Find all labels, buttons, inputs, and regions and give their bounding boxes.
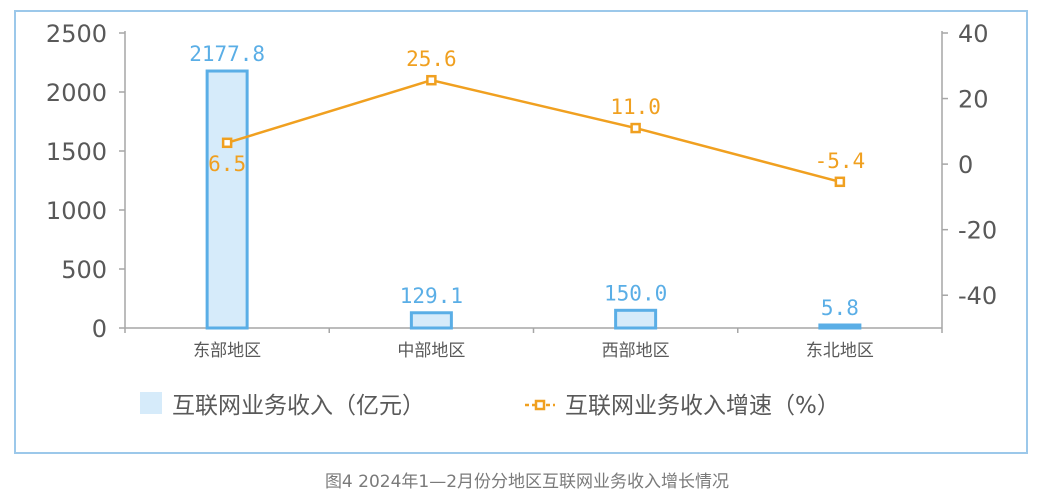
growth-line [226,78,841,184]
line-data-label: 25.6 [406,47,457,71]
x-category-label: 中部地区 [397,341,465,361]
right-tick-label: -20 [958,217,997,245]
figure-caption: 图4 2024年1—2月份分地区互联网业务收入增长情况 [324,472,730,492]
legend-bar-swatch [140,392,162,414]
x-category-label: 东北地区 [806,341,874,361]
line-data-label: -5.4 [815,149,866,173]
bar [614,308,658,330]
left-tick-label: 0 [92,315,107,343]
bar-data-label: 2177.8 [189,42,265,66]
line-point [426,74,437,86]
x-category-label: 西部地区 [602,341,670,361]
legend-bar-label: 互联网业务收入（亿元） [172,393,425,419]
legend-line-marker [534,399,546,411]
chart-frame [14,10,1028,454]
line-point [630,122,641,134]
bar-data-label: 150.0 [604,281,667,305]
bar [409,311,453,330]
line-point [221,137,233,149]
bar [205,69,249,330]
left-tick-label: 2500 [46,20,107,48]
left-tick-label: 2000 [46,79,107,107]
left-tick-label: 1500 [46,138,107,166]
left-tick-label: 500 [61,256,107,284]
bar-data-label: 129.1 [400,284,463,308]
bar [818,323,862,330]
bar-data-label: 5.8 [821,296,859,320]
chart-svg: 0 500 1000 1500 2000 2500 -40 -20 0 20 40 东部地区 中部地区 西… [46,20,997,419]
x-category-label: 东部地区 [193,341,261,361]
legend-line-label: 互联网业务收入增速（%） [565,393,840,419]
right-tick-label: 0 [958,151,973,179]
right-tick-label: 20 [958,86,989,114]
right-tick-label: 40 [958,20,989,48]
line-data-label: 6.5 [208,152,246,176]
line-data-label: 11.0 [610,95,661,119]
right-tick-label: -40 [958,282,997,310]
line-point [834,176,846,188]
left-tick-label: 1000 [46,197,107,225]
